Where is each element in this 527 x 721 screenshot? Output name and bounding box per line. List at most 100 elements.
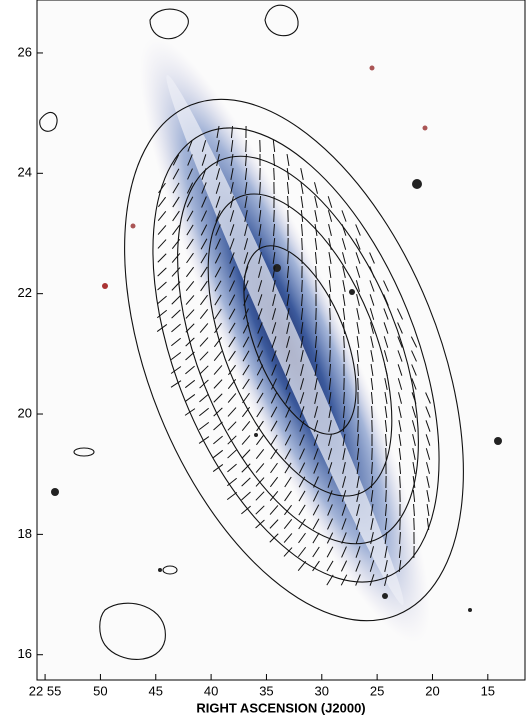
vector bbox=[228, 280, 236, 292]
vector bbox=[186, 238, 194, 250]
vector bbox=[328, 279, 332, 293]
vector bbox=[411, 406, 417, 418]
vector bbox=[396, 308, 404, 320]
vector bbox=[201, 196, 207, 208]
vector bbox=[186, 182, 194, 194]
vector bbox=[370, 377, 374, 391]
x-tick-label: 40 bbox=[204, 683, 218, 698]
vector bbox=[398, 559, 402, 573]
vector bbox=[343, 335, 345, 349]
vector bbox=[256, 364, 264, 376]
vector bbox=[313, 420, 319, 432]
vector bbox=[298, 518, 306, 530]
vector bbox=[242, 392, 250, 404]
contours bbox=[39, 4, 464, 660]
vector bbox=[244, 196, 248, 208]
vector bbox=[341, 518, 347, 530]
vector bbox=[356, 504, 360, 516]
vector bbox=[356, 335, 360, 349]
vector bbox=[212, 464, 224, 472]
vector bbox=[385, 433, 387, 447]
vector bbox=[297, 546, 307, 558]
vector bbox=[327, 462, 333, 474]
vector bbox=[371, 461, 373, 475]
vector bbox=[327, 210, 333, 222]
vector bbox=[329, 349, 331, 363]
vector bbox=[242, 378, 250, 390]
vector bbox=[213, 421, 223, 431]
vector bbox=[214, 266, 222, 278]
vector bbox=[370, 489, 374, 503]
vector bbox=[384, 560, 388, 572]
vector bbox=[398, 420, 402, 432]
vector bbox=[312, 504, 320, 516]
vector bbox=[355, 252, 361, 264]
vector bbox=[314, 237, 318, 251]
vector bbox=[156, 309, 168, 319]
vector bbox=[213, 336, 223, 348]
vector bbox=[216, 140, 220, 152]
vector bbox=[286, 322, 290, 334]
vector bbox=[301, 293, 303, 307]
vector bbox=[256, 392, 264, 404]
vector bbox=[301, 279, 303, 293]
vector bbox=[342, 405, 346, 419]
vector bbox=[343, 391, 345, 405]
vector bbox=[369, 308, 375, 320]
vector bbox=[285, 364, 291, 376]
vector bbox=[257, 308, 263, 320]
vector bbox=[315, 265, 317, 279]
vector bbox=[355, 238, 361, 250]
vector bbox=[370, 336, 374, 348]
vector bbox=[270, 462, 278, 474]
x-tick-label: 20 bbox=[425, 683, 439, 698]
vector bbox=[199, 393, 209, 403]
vector bbox=[186, 210, 194, 222]
vector bbox=[156, 324, 168, 332]
vector bbox=[285, 392, 291, 404]
vector bbox=[171, 267, 181, 277]
vector bbox=[269, 519, 279, 529]
vector bbox=[313, 462, 319, 474]
vector bbox=[397, 322, 403, 334]
vector bbox=[341, 238, 347, 250]
vector bbox=[383, 336, 389, 348]
vector bbox=[326, 546, 334, 558]
vector bbox=[342, 293, 346, 307]
vector bbox=[243, 252, 249, 264]
vector bbox=[314, 349, 318, 363]
vector bbox=[411, 350, 417, 362]
vector bbox=[384, 531, 388, 545]
vector bbox=[356, 476, 360, 488]
vector bbox=[241, 463, 251, 473]
vector bbox=[273, 153, 275, 167]
vector bbox=[243, 266, 249, 278]
vector bbox=[258, 252, 262, 264]
vector bbox=[385, 447, 387, 461]
vector bbox=[411, 392, 417, 404]
vector bbox=[312, 490, 320, 502]
vector bbox=[300, 209, 304, 223]
vector bbox=[286, 293, 290, 307]
vector bbox=[356, 294, 360, 306]
vector bbox=[370, 475, 374, 489]
vector bbox=[270, 406, 278, 418]
vector bbox=[355, 280, 361, 292]
vector bbox=[255, 519, 265, 529]
vector bbox=[342, 266, 346, 278]
vector bbox=[326, 574, 334, 586]
vector bbox=[258, 195, 262, 209]
vector bbox=[258, 223, 262, 237]
vector bbox=[286, 265, 290, 279]
vector bbox=[215, 168, 221, 180]
vector bbox=[384, 546, 388, 558]
vector bbox=[383, 322, 389, 334]
vector bbox=[185, 365, 195, 375]
vector bbox=[243, 294, 249, 306]
vector bbox=[341, 210, 347, 222]
vector bbox=[287, 251, 289, 265]
vector bbox=[328, 224, 332, 236]
vector bbox=[287, 195, 289, 209]
vector bbox=[369, 574, 375, 586]
vector bbox=[230, 139, 234, 153]
